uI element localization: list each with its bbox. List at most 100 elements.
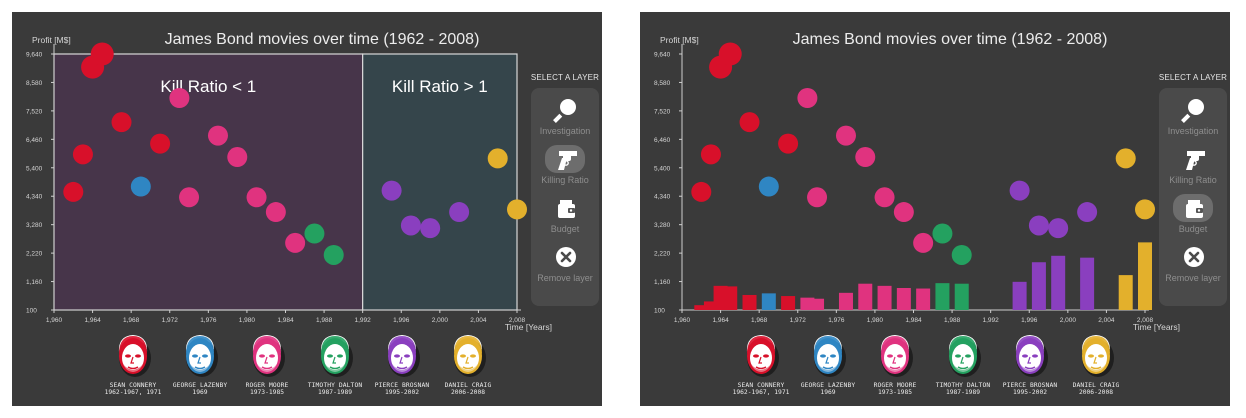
x-tick-label: 1,984 (905, 317, 922, 324)
scatter-point (179, 187, 200, 208)
layer-menu: Investigation Killing Ratio Budget Remove l… (531, 88, 599, 306)
y-tick-label: 1,160 (654, 279, 671, 286)
layer-option-remove-layer[interactable]: Remove layer (531, 241, 599, 287)
layer-option-budget[interactable]: Budget (1159, 192, 1227, 238)
scatter-point (807, 187, 828, 208)
scatter-point (150, 133, 171, 154)
layer-option-budget[interactable]: Budget (531, 192, 599, 238)
bar (1051, 255, 1066, 310)
scatter-point (449, 202, 470, 223)
x-tick-label: 2,000 (432, 317, 449, 324)
layer-option-killing-ratio[interactable]: Killing Ratio (1159, 143, 1227, 189)
scatter-point (1135, 199, 1155, 220)
actor-item: GEORGE LAZENBY 1969 (167, 330, 233, 404)
scatter-point (700, 144, 721, 165)
y-tick-label: 2,220 (26, 251, 43, 258)
actor-item: ROGER MOORE 1973-1985 (862, 330, 928, 404)
bar (742, 294, 757, 310)
scatter-point (758, 176, 779, 197)
x-axis-label: Time [Years] (505, 322, 552, 332)
bar (1012, 281, 1027, 310)
actor-name: PIERCE BROSNAN (374, 382, 430, 389)
scatter-point (874, 187, 895, 208)
bar (1080, 257, 1095, 310)
actor-name: TIMOTHY DALTON (307, 382, 363, 389)
bar (703, 301, 718, 310)
actor-years: 2006-2008 (1078, 389, 1114, 396)
x-tick-label: 1,960 (674, 317, 691, 324)
scatter-point (893, 202, 914, 223)
scatter-point (207, 125, 228, 146)
y-tick-label: 9,640 (26, 52, 43, 59)
actor-item: SEAN CONNERY 1962-1967, 1971 (728, 330, 794, 404)
actor-portrait-icon (453, 335, 486, 377)
actor-item: PIERCE BROSNAN 1995-2002 (369, 330, 435, 404)
revolver-icon (545, 145, 585, 173)
scatter-point (246, 187, 267, 208)
wallet-icon (1173, 194, 1213, 222)
layer-option-remove-layer[interactable]: Remove layer (1159, 241, 1227, 287)
y-axis-label: Profit [M$] (32, 35, 71, 45)
scatter-point (111, 112, 132, 133)
y-axis-label: Profit [M$] (660, 35, 699, 45)
layer-menu-title: SELECT A LAYER (530, 73, 600, 82)
layer-option-label: Budget (550, 224, 580, 234)
x-tick-label: 2,008 (1137, 317, 1154, 324)
scatter-point (1077, 202, 1098, 223)
y-tick-label: 3,280 (654, 222, 671, 229)
revolver-icon (1173, 145, 1213, 173)
x-tick-label: 1,976 (828, 317, 845, 324)
actor-years: 1962-1967, 1971 (732, 389, 790, 396)
x-tick-label: 1,992 (355, 317, 372, 324)
scatter-point (932, 223, 953, 244)
bar (723, 286, 738, 310)
layer-option-investigation[interactable]: Investigation (1159, 94, 1227, 140)
x-axis-label: Time [Years] (1133, 322, 1180, 332)
actor-item: PIERCE BROSNAN 1995-2002 (997, 330, 1063, 404)
region-0 (53, 53, 364, 311)
bar (1138, 242, 1152, 310)
actor-portrait-icon (948, 335, 981, 377)
scatter-point (72, 144, 93, 165)
y-tick-label: 9,640 (654, 52, 671, 59)
close-icon (545, 243, 585, 271)
bar (916, 288, 931, 310)
y-tick-label: 4,340 (26, 194, 43, 201)
scatter-point (1009, 180, 1030, 201)
actor-portrait-icon (1081, 335, 1114, 377)
bar (781, 296, 796, 310)
bar (1118, 275, 1133, 310)
x-tick-label: 2,008 (509, 317, 526, 324)
actor-item: DANIEL CRAIG 2006-2008 (435, 330, 501, 404)
scatter-point (778, 133, 799, 154)
y-tick-label: 4,340 (654, 194, 671, 201)
actor-portrait-icon (185, 335, 218, 377)
scatter-point (90, 42, 114, 66)
actor-item: SEAN CONNERY 1962-1967, 1971 (100, 330, 166, 404)
layer-option-label: Remove layer (1165, 273, 1221, 283)
x-tick-label: 1,988 (316, 317, 333, 324)
actor-years: 1973-1985 (877, 389, 913, 396)
y-tick-label: 5,400 (26, 165, 43, 172)
bar (858, 283, 873, 310)
scatter-point (691, 181, 712, 202)
actor-name: SEAN CONNERY (109, 382, 157, 389)
scatter-point (951, 244, 972, 265)
actor-years: 1962-1967, 1971 (104, 389, 162, 396)
x-tick-label: 1,984 (277, 317, 294, 324)
x-tick-label: 1,972 (790, 317, 807, 324)
scatter-point (797, 88, 818, 109)
actor-years: 1969 (192, 389, 208, 396)
layer-option-killing-ratio[interactable]: Killing Ratio (531, 143, 599, 189)
bar (761, 293, 776, 310)
scatter-point (265, 202, 286, 223)
actor-name: ROGER MOORE (245, 382, 289, 389)
actor-years: 1995-2002 (1012, 389, 1048, 396)
bar (896, 287, 911, 310)
layer-option-investigation[interactable]: Investigation (531, 94, 599, 140)
magnifier-icon (545, 96, 585, 124)
scatter-point (420, 218, 441, 239)
layer-option-label: Investigation (539, 126, 591, 136)
x-tick-label: 1,960 (46, 317, 63, 324)
y-tick-label: 5,400 (654, 165, 671, 172)
